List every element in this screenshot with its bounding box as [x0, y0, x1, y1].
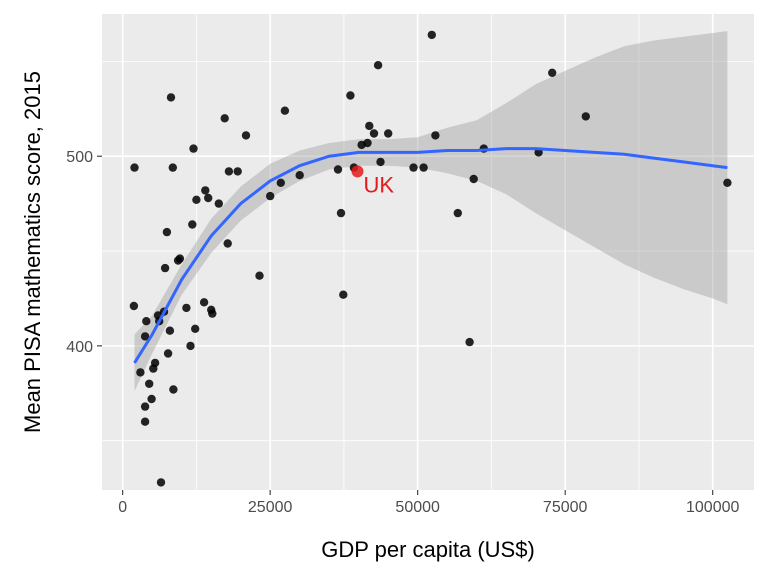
plot-panel [102, 14, 754, 490]
data-point [191, 324, 200, 333]
data-point [223, 239, 232, 248]
x-tick-label: 75000 [543, 499, 588, 516]
data-point [427, 30, 436, 40]
data-point [233, 167, 242, 176]
uk-highlight-point [351, 165, 364, 178]
data-point [548, 68, 557, 78]
data-point [369, 129, 379, 138]
data-point [169, 385, 178, 394]
data-point [204, 193, 213, 203]
data-point [186, 341, 195, 351]
data-point [431, 131, 440, 140]
data-point [201, 186, 210, 195]
data-point [182, 303, 191, 313]
data-point [224, 167, 234, 176]
data-point [384, 129, 393, 138]
data-point [346, 91, 355, 100]
x-tick-label: 50000 [395, 499, 440, 516]
data-point [365, 121, 374, 131]
data-point [130, 163, 139, 172]
y-tick-label: 400 [66, 339, 93, 356]
data-point [166, 93, 176, 102]
uk-annotation-label: UK [364, 172, 395, 197]
data-point [339, 290, 348, 299]
data-point [140, 332, 150, 341]
data-point [160, 263, 170, 273]
data-points [129, 30, 732, 487]
x-axis-title: GDP per capita (US$) [321, 537, 535, 562]
x-tick-label: 25000 [248, 499, 293, 516]
data-point [136, 368, 145, 377]
data-point [165, 326, 175, 335]
data-point [469, 174, 478, 184]
data-point [214, 199, 223, 208]
data-point [220, 114, 229, 123]
data-point [336, 208, 346, 218]
data-point [333, 165, 343, 174]
data-point [189, 144, 198, 153]
data-point [409, 163, 418, 172]
data-point [373, 60, 383, 70]
x-axis-ticks: 0 25000 50000 75000 100000 [118, 490, 739, 516]
confidence-ribbon [134, 31, 728, 392]
data-point [208, 309, 217, 318]
data-point [241, 131, 251, 140]
data-point [255, 271, 264, 280]
data-point [453, 208, 462, 218]
data-point [419, 163, 428, 172]
y-axis-title: Mean PISA mathematics score, 2015 [20, 71, 45, 433]
data-point [723, 178, 732, 187]
major-gridlines [102, 14, 754, 490]
data-point [140, 402, 150, 411]
data-point [147, 394, 156, 404]
data-point [188, 220, 197, 229]
data-point [280, 106, 290, 115]
y-tick-label: 500 [66, 149, 93, 166]
data-point [142, 317, 151, 326]
x-tick-label: 100000 [686, 499, 739, 516]
data-point [168, 163, 177, 172]
data-point [276, 178, 285, 187]
data-point [192, 195, 201, 204]
x-tick-label: 0 [118, 499, 127, 516]
data-point [295, 171, 304, 180]
data-point [140, 417, 150, 426]
data-point [581, 112, 590, 121]
data-point [162, 227, 172, 237]
data-point [163, 349, 173, 358]
data-point [266, 191, 275, 201]
minor-gridlines [102, 14, 754, 490]
data-point [175, 254, 185, 263]
y-axis-ticks: 400 500 [66, 149, 102, 356]
data-point [376, 157, 385, 167]
data-point [145, 379, 154, 388]
data-point [129, 301, 139, 311]
data-point [199, 298, 209, 307]
data-point [465, 337, 474, 347]
data-point [156, 478, 166, 487]
data-point [150, 358, 160, 368]
data-point [363, 138, 372, 148]
smooth-trend-line [133, 147, 728, 364]
